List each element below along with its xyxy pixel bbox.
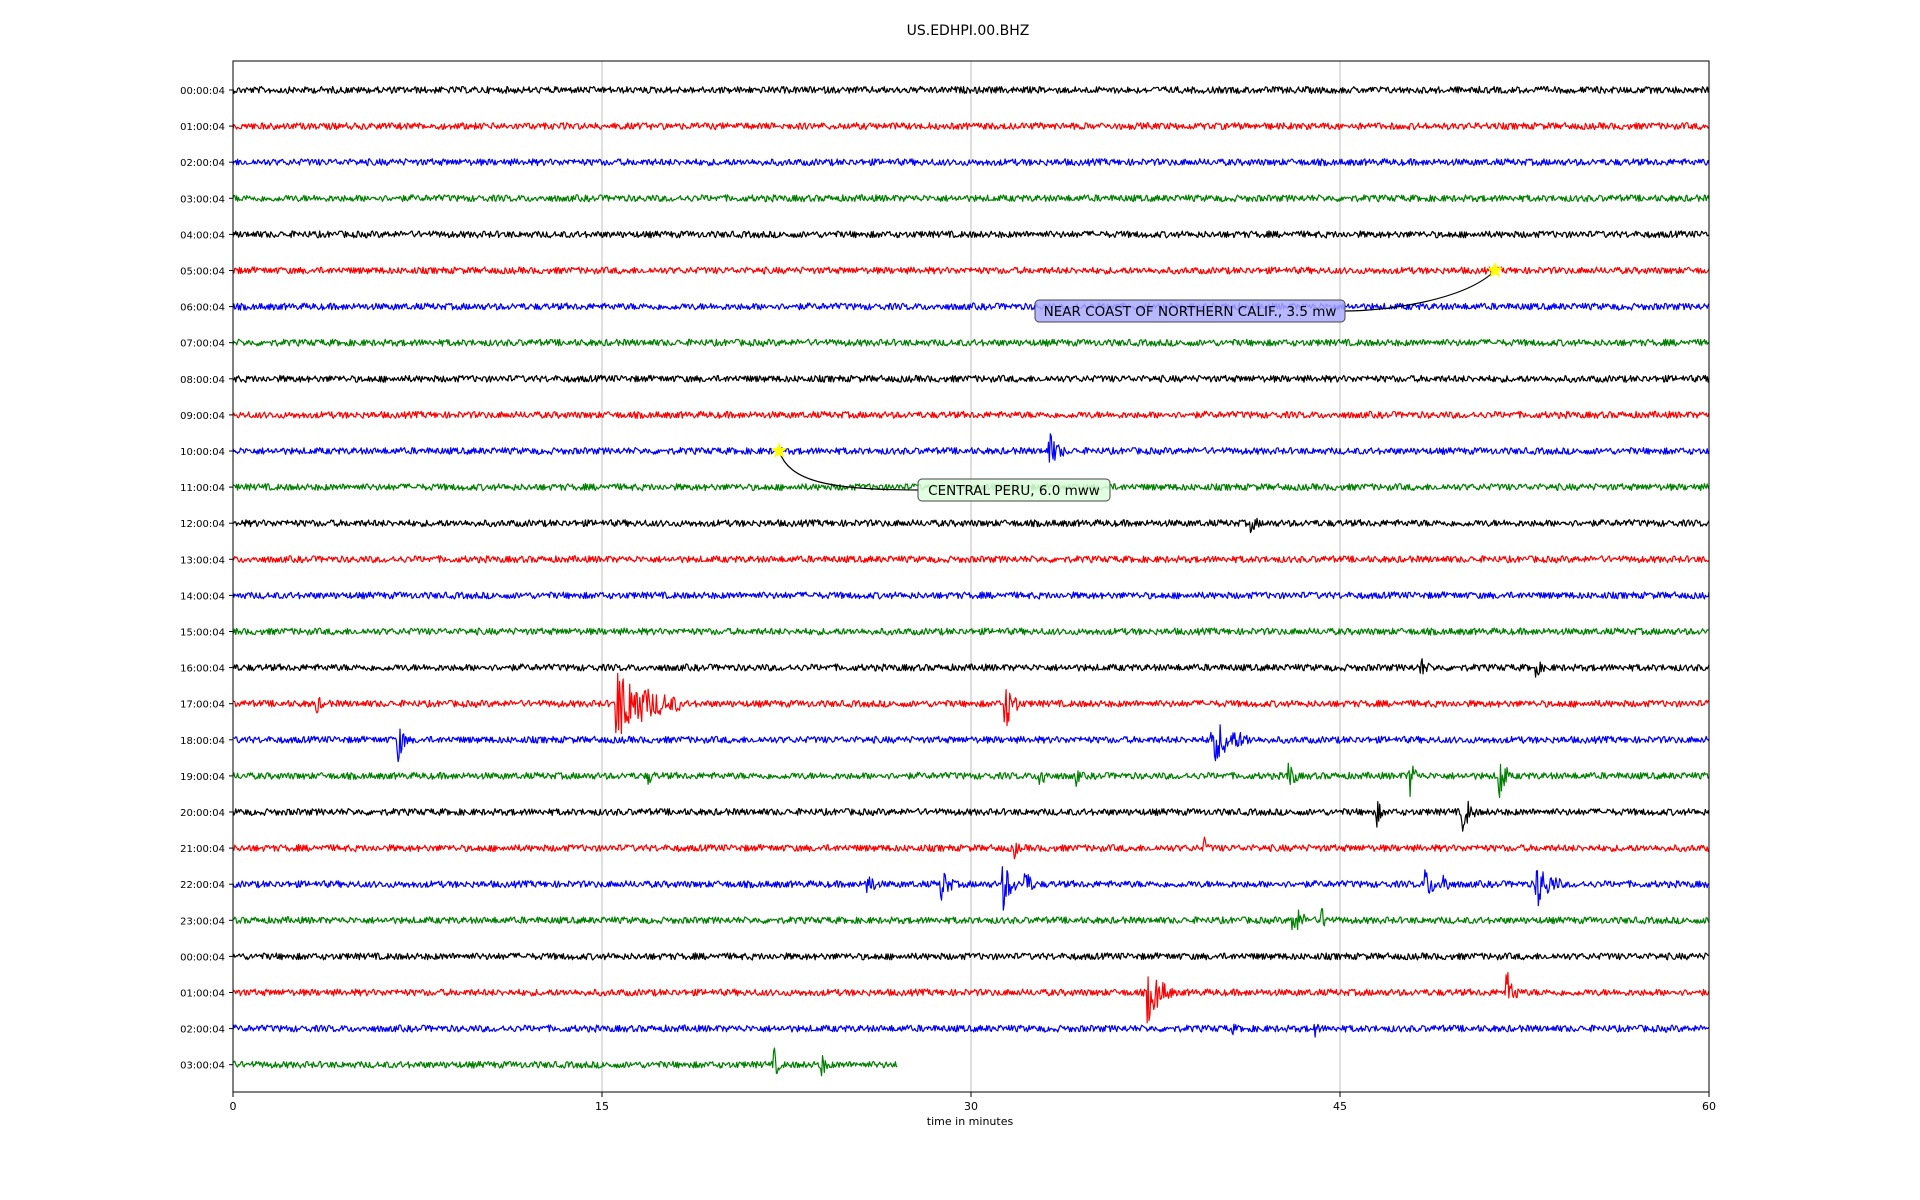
y-tick-label-17: 17:00:04 [180,700,225,711]
trace-row-5 [232,266,1710,275]
y-tick-label-22: 22:00:04 [180,880,225,891]
trace-row-13 [232,555,1710,564]
annotation-central-peru-box [917,478,1111,502]
x-tick-label-2: 30 [964,1100,978,1113]
trace-row-9 [232,410,1710,420]
trace-row-23 [232,908,1710,931]
y-tick-label-1: 01:00:04 [180,122,225,133]
trace-row-10 [232,433,1710,463]
y-tick-label-13: 13:00:04 [180,555,225,566]
x-tick-label-0: 0 [230,1100,237,1113]
annotation-northern-calif-connector [1344,270,1496,312]
trace-row-19 [232,762,1710,799]
y-tick-labels: 00:00:04 01:00:04 02:00:04 03:00:04 04:00:04… [180,86,233,1072]
y-tick-label-12: 12:00:04 [180,519,225,530]
chart-title: US.EDHPI.00.BHZ [907,23,1030,39]
trace-row-1 [232,122,1710,131]
annotation-northern-calif-box [1034,299,1346,323]
y-tick-label-18: 18:00:04 [180,736,225,747]
x-tick-label-4: 60 [1702,1100,1716,1113]
y-tick-label-19: 19:00:04 [180,772,225,783]
y-tick-label-11: 11:00:04 [180,483,225,494]
trace-row-2 [232,158,1710,167]
y-tick-label-4: 04:00:04 [180,230,225,241]
trace-row-4 [232,230,1710,239]
annotation-central-peru-connector [778,450,919,491]
trace-row-21 [232,836,1710,860]
trace-row-16 [232,658,1710,678]
y-tick-label-3: 03:00:04 [180,194,225,205]
trace-row-17 [232,672,1710,735]
annotation-central-peru-star-marker [770,442,788,459]
y-tick-label-10: 10:00:04 [180,447,225,458]
trace-row-3 [232,194,1710,203]
annotation-central-peru-label: CENTRAL PERU, 6.0 mww [928,483,1100,499]
y-tick-label-7: 07:00:04 [180,339,225,350]
trace-row-20 [232,800,1710,832]
trace-row-8 [232,374,1710,383]
y-tick-label-6: 06:00:04 [180,303,225,314]
y-tick-label-9: 09:00:04 [180,411,225,422]
x-axis-ticks: 0 15 30 45 60 [230,1092,1716,1113]
y-tick-label-21: 21:00:04 [180,844,225,855]
trace-row-14 [232,591,1710,600]
trace-row-26 [232,1023,1710,1038]
annotation-northern-calif: NEAR COAST OF NORTHERN CALIF., 3.5 mw [1034,261,1504,323]
y-tick-label-8: 08:00:04 [180,375,225,386]
trace-row-27 [232,1047,898,1077]
trace-row-24 [232,952,1710,961]
y-tick-label-2: 02:00:04 [180,158,225,169]
trace-row-18 [232,724,1710,763]
y-tick-label-15: 15:00:04 [180,628,225,639]
y-tick-label-14: 14:00:04 [180,591,225,602]
seismic-traces [232,85,1710,1077]
x-tick-label-3: 45 [1333,1100,1347,1113]
trace-row-6 [232,302,1710,311]
annotation-central-peru: CENTRAL PERU, 6.0 mww [770,442,1111,502]
y-tick-label-23: 23:00:04 [180,916,225,927]
trace-row-12 [232,517,1710,534]
y-tick-label-20: 20:00:04 [180,808,225,819]
y-tick-label-26: 02:00:04 [180,1025,225,1036]
annotation-northern-calif-star-marker [1486,261,1504,278]
trace-row-22 [232,866,1710,911]
event-annotations: NEAR COAST OF NORTHERN CALIF., 3.5 mw CEN… [770,261,1504,502]
trace-row-25 [232,972,1710,1024]
trace-row-7 [232,338,1710,347]
y-tick-label-16: 16:00:04 [180,664,225,675]
y-tick-label-0: 00:00:04 [180,86,225,97]
annotation-northern-calif-label: NEAR COAST OF NORTHERN CALIF., 3.5 mw [1044,304,1337,320]
x-axis-label: time in minutes [927,1115,1014,1128]
y-tick-label-24: 00:00:04 [180,952,225,963]
trace-row-0 [232,85,1710,95]
y-tick-label-25: 01:00:04 [180,989,225,1000]
y-tick-label-27: 03:00:04 [180,1061,225,1072]
trace-row-15 [232,627,1710,636]
y-tick-label-5: 05:00:04 [180,267,225,278]
x-tick-label-1: 15 [595,1100,609,1113]
